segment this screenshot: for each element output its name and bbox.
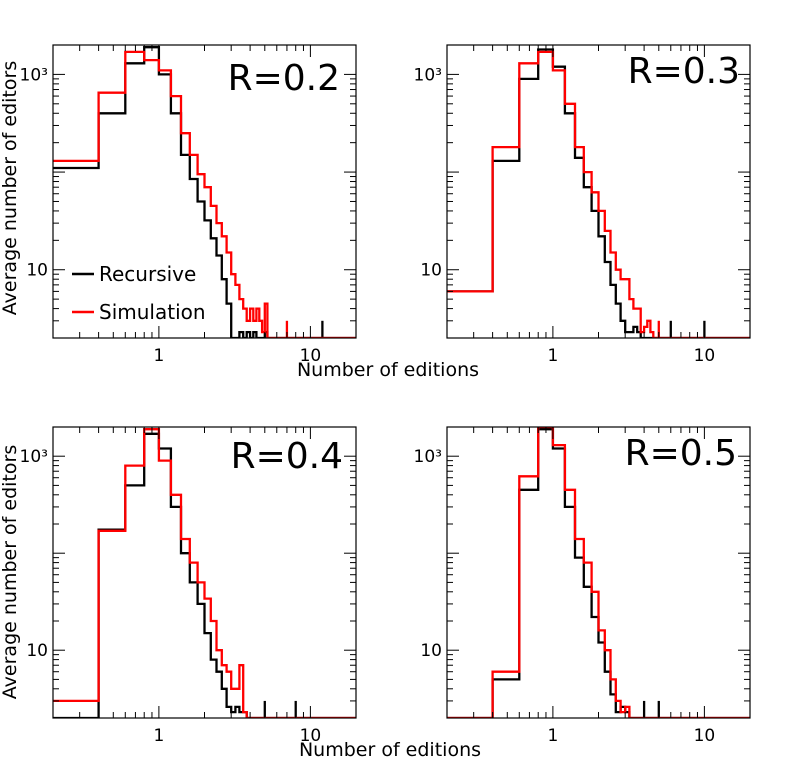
series-recursive-line [53,46,356,338]
x-tick-label: 10 [694,346,716,366]
x-tick-label: 1 [547,346,558,366]
y-tick-label: 10³ [414,447,442,467]
y-axis-title-bottom: Average number of editors [0,445,21,699]
legend: Recursive Simulation [72,262,206,324]
r-value-label: R=0.3 [628,51,740,92]
panel-r04: 1 10 10 10³ R=0.4 [20,426,357,746]
legend-simulation-label: Simulation [99,300,206,324]
x-tick-label: 10 [300,346,322,366]
series-simulation-line [53,50,356,338]
x-tick-label: 10 [694,726,716,746]
series-simulation-line [447,427,750,718]
legend-recursive-label: Recursive [99,262,196,286]
panel-r05: 1 10 10 10³ R=0.5 [414,426,751,746]
panel-r02: 1 10 10 10³ R=0.2 [20,44,357,366]
y-tick-label: 10 [420,261,442,281]
x-axis-title-bottom: Number of editions [299,739,481,761]
y-tick-label: 10 [420,641,442,661]
series-simulation-line [447,50,750,338]
r-value-label: R=0.2 [228,58,340,99]
y-tick-label: 10³ [414,65,442,85]
r-value-label: R=0.5 [625,433,737,474]
x-tick-label: 1 [153,346,164,366]
r-value-label: R=0.4 [231,436,343,477]
y-axis-title-top: Average number of editors [0,61,21,315]
y-tick-label: 10³ [20,65,48,85]
y-tick-label: 10 [26,641,48,661]
x-tick-label: 1 [547,726,558,746]
x-tick-label: 1 [153,726,164,746]
x-tick-label: 10 [300,726,322,746]
y-tick-label: 10³ [20,447,48,467]
y-tick-label: 10 [26,261,48,281]
panel-r03: 1 10 10 10³ R=0.3 [414,44,751,366]
x-axis-title-top: Number of editions [297,359,479,381]
